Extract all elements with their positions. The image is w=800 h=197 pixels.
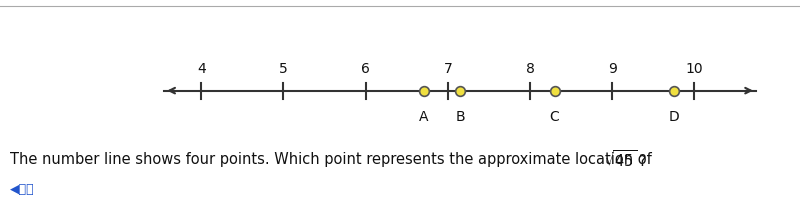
Text: 7: 7 (443, 62, 452, 76)
Text: A: A (419, 110, 429, 124)
Text: D: D (668, 110, 679, 124)
Text: $\sqrt{45}$ ?: $\sqrt{45}$ ? (604, 149, 646, 170)
Text: 8: 8 (526, 62, 534, 76)
Text: 6: 6 (361, 62, 370, 76)
Text: C: C (550, 110, 559, 124)
Text: 9: 9 (608, 62, 617, 76)
Text: ◀⧖⧖: ◀⧖⧖ (10, 183, 34, 196)
Text: 10: 10 (686, 62, 703, 76)
Text: 5: 5 (279, 62, 288, 76)
Text: 4: 4 (197, 62, 206, 76)
Text: B: B (455, 110, 465, 124)
Text: The number line shows four points. Which point represents the approximate locati: The number line shows four points. Which… (10, 152, 656, 167)
